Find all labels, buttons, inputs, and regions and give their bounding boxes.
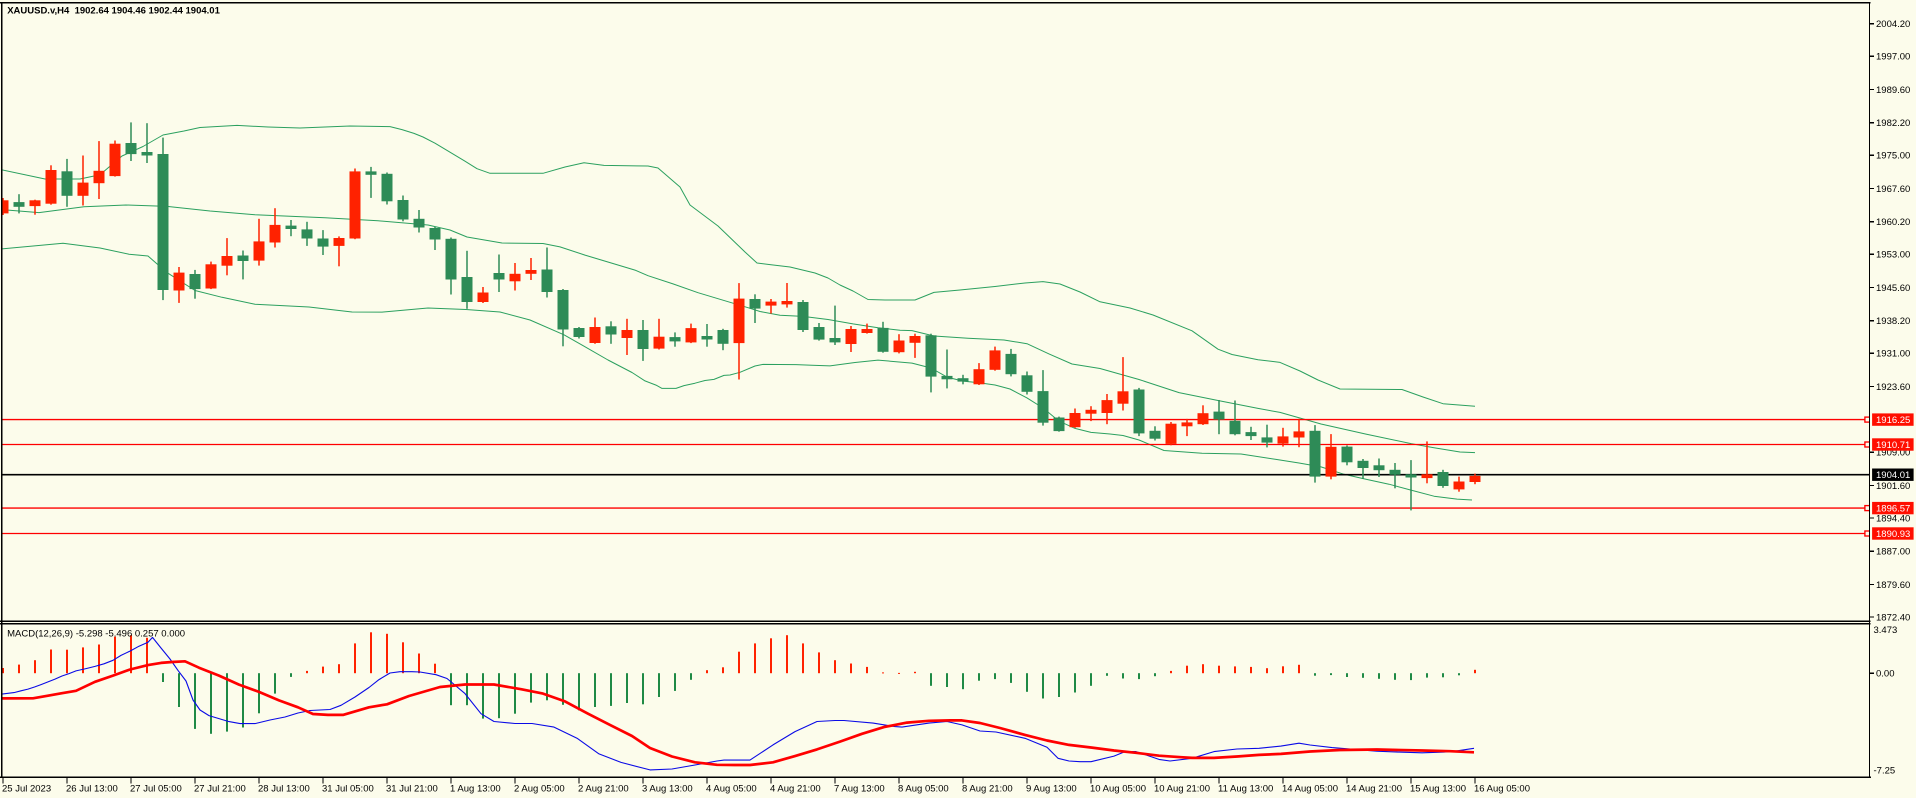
svg-text:31 Jul 21:00: 31 Jul 21:00 bbox=[386, 784, 438, 795]
svg-text:1904.01: 1904.01 bbox=[1876, 470, 1910, 481]
svg-text:4 Aug 05:00: 4 Aug 05:00 bbox=[706, 784, 757, 795]
svg-text:0.00: 0.00 bbox=[1876, 669, 1895, 680]
svg-text:1960.20: 1960.20 bbox=[1876, 217, 1910, 228]
svg-text:28 Jul 13:00: 28 Jul 13:00 bbox=[258, 784, 310, 795]
svg-text:1989.60: 1989.60 bbox=[1876, 85, 1910, 96]
svg-text:2 Aug 21:00: 2 Aug 21:00 bbox=[578, 784, 629, 795]
svg-text:1997.00: 1997.00 bbox=[1876, 52, 1910, 63]
svg-text:-7.25: -7.25 bbox=[1874, 766, 1896, 777]
svg-text:9 Aug 13:00: 9 Aug 13:00 bbox=[1026, 784, 1077, 795]
svg-text:8 Aug 05:00: 8 Aug 05:00 bbox=[898, 784, 949, 795]
svg-text:10 Aug 21:00: 10 Aug 21:00 bbox=[1154, 784, 1210, 795]
svg-text:1879.60: 1879.60 bbox=[1876, 580, 1910, 591]
svg-text:2004.20: 2004.20 bbox=[1876, 19, 1910, 30]
svg-text:14 Aug 21:00: 14 Aug 21:00 bbox=[1346, 784, 1402, 795]
svg-text:15 Aug 13:00: 15 Aug 13:00 bbox=[1410, 784, 1466, 795]
svg-text:25 Jul 2023: 25 Jul 2023 bbox=[2, 784, 51, 795]
svg-text:1872.40: 1872.40 bbox=[1876, 612, 1910, 623]
svg-text:27 Jul 05:00: 27 Jul 05:00 bbox=[130, 784, 182, 795]
svg-text:1909.00: 1909.00 bbox=[1876, 448, 1910, 459]
svg-text:8 Aug 21:00: 8 Aug 21:00 bbox=[962, 784, 1013, 795]
svg-text:11 Aug 13:00: 11 Aug 13:00 bbox=[1218, 784, 1273, 795]
svg-text:1975.00: 1975.00 bbox=[1876, 151, 1910, 162]
svg-text:1910.71: 1910.71 bbox=[1876, 440, 1910, 451]
svg-text:2 Aug 05:00: 2 Aug 05:00 bbox=[514, 784, 565, 795]
svg-text:MACD(12,26,9) -5.298 -5.496 0.: MACD(12,26,9) -5.298 -5.496 0.257 0.000 bbox=[7, 628, 185, 639]
svg-text:1967.60: 1967.60 bbox=[1876, 184, 1910, 195]
svg-text:1894.40: 1894.40 bbox=[1876, 513, 1910, 524]
svg-text:1901.60: 1901.60 bbox=[1876, 481, 1910, 492]
svg-text:3 Aug 13:00: 3 Aug 13:00 bbox=[642, 784, 693, 795]
svg-text:1896.57: 1896.57 bbox=[1876, 504, 1910, 515]
svg-text:1931.00: 1931.00 bbox=[1876, 349, 1910, 360]
svg-text:1982.20: 1982.20 bbox=[1876, 118, 1910, 129]
svg-text:1945.60: 1945.60 bbox=[1876, 283, 1910, 294]
svg-text:31 Jul 05:00: 31 Jul 05:00 bbox=[322, 784, 374, 795]
svg-text:1938.20: 1938.20 bbox=[1876, 316, 1910, 327]
svg-text:16 Aug 05:00: 16 Aug 05:00 bbox=[1474, 784, 1530, 795]
svg-text:1890.93: 1890.93 bbox=[1876, 529, 1910, 540]
svg-text:26 Jul 13:00: 26 Jul 13:00 bbox=[66, 784, 118, 795]
svg-text:3.473: 3.473 bbox=[1874, 625, 1898, 636]
svg-text:1916.25: 1916.25 bbox=[1876, 415, 1910, 426]
svg-text:1887.00: 1887.00 bbox=[1876, 547, 1910, 558]
svg-text:1953.00: 1953.00 bbox=[1876, 250, 1910, 261]
svg-text:4 Aug 21:00: 4 Aug 21:00 bbox=[770, 784, 821, 795]
svg-text:14 Aug 05:00: 14 Aug 05:00 bbox=[1282, 784, 1338, 795]
svg-text:1 Aug 13:00: 1 Aug 13:00 bbox=[450, 784, 501, 795]
svg-text:10 Aug 05:00: 10 Aug 05:00 bbox=[1090, 784, 1146, 795]
svg-text:7 Aug 13:00: 7 Aug 13:00 bbox=[834, 784, 885, 795]
svg-text:1923.60: 1923.60 bbox=[1876, 382, 1910, 393]
svg-text:XAUUSD.v,H4 1902.64 1904.46 1: XAUUSD.v,H4 1902.64 1904.46 1902.44 1904… bbox=[7, 5, 220, 16]
svg-text:27 Jul 21:00: 27 Jul 21:00 bbox=[194, 784, 246, 795]
